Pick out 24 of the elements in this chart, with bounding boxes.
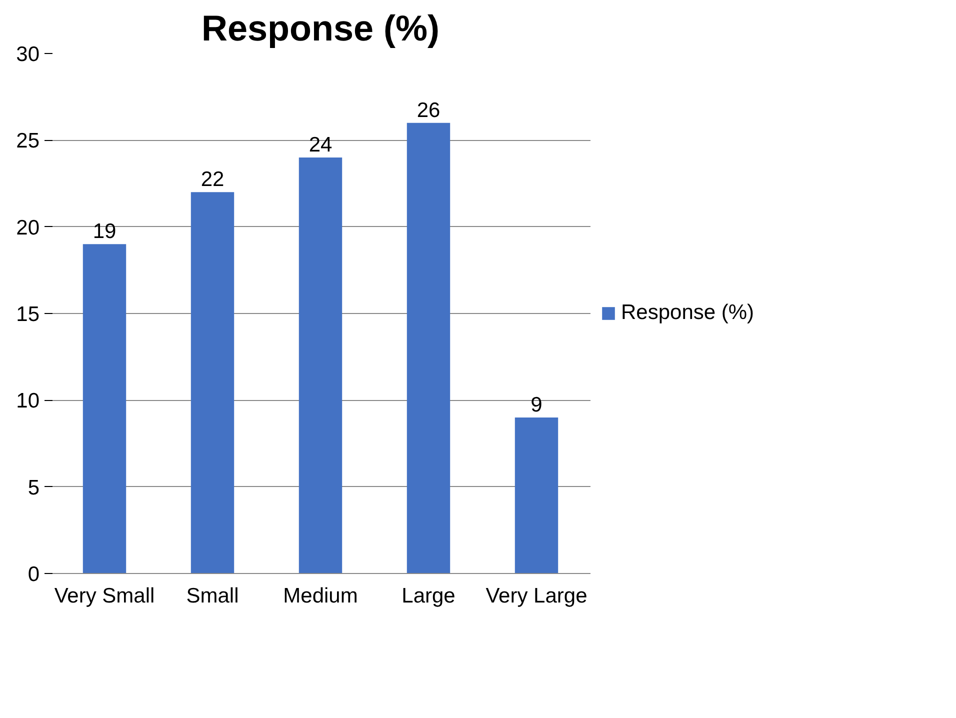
x-tick-label: Small [186, 584, 239, 608]
y-tick-label: 30 [16, 43, 40, 66]
y-tick-label: 25 [16, 130, 40, 153]
y-tick-label: 0 [28, 563, 40, 586]
chart-title: Response (%) [201, 8, 440, 48]
data-label: 9 [530, 394, 542, 416]
x-tick-label: Very Small [54, 584, 155, 608]
y-tick-label: 10 [16, 390, 40, 413]
bar [82, 244, 126, 574]
bar [190, 192, 234, 574]
x-tick-label: Medium [283, 584, 358, 608]
x-tick-label: Large [402, 584, 456, 608]
data-label: 24 [308, 134, 332, 156]
y-tick-label: 15 [16, 303, 40, 326]
bar [298, 158, 342, 574]
data-label: 26 [416, 98, 440, 122]
y-tick-label: 20 [16, 216, 40, 240]
bar [514, 418, 558, 574]
legend-label: Response (%) [621, 301, 754, 325]
y-tick-label: 5 [28, 476, 40, 500]
data-label: 22 [200, 168, 224, 192]
data-label: 19 [92, 220, 116, 244]
x-tick-label: Very Large [486, 584, 588, 608]
bar [406, 122, 450, 574]
